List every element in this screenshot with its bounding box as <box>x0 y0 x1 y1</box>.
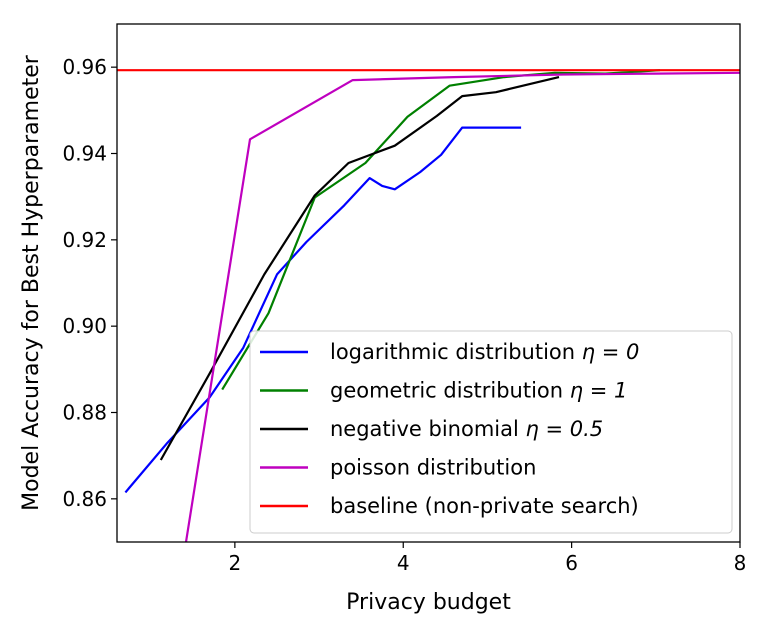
legend-label: negative binomial η = 0.5 <box>330 417 603 441</box>
y-tick-label: 0.88 <box>62 401 107 425</box>
x-axis-title: Privacy budget <box>346 590 511 615</box>
series-line-geometric-distribution <box>221 69 661 391</box>
series-line-poisson-distribution <box>184 71 740 542</box>
x-tick-label: 8 <box>734 551 747 575</box>
y-tick-label: 0.92 <box>62 228 107 252</box>
series-line-negative-binomial <box>159 76 560 461</box>
x-tick-label: 2 <box>228 551 241 575</box>
y-tick-label: 0.96 <box>62 55 107 79</box>
legend-box <box>249 330 733 534</box>
legend-label: geometric distribution η = 1 <box>330 379 627 403</box>
x-tick-label: 6 <box>565 551 578 575</box>
x-tick-label: 4 <box>397 551 410 575</box>
y-tick-label: 0.86 <box>62 487 107 511</box>
plot-frame <box>116 23 741 543</box>
y-tick-label: 0.90 <box>62 314 107 338</box>
legend-label: baseline (non-private search) <box>330 494 639 518</box>
series-line-logarithmic-distribution <box>124 126 522 494</box>
legend-label: poisson distribution <box>330 456 536 480</box>
y-axis-title: Model Accuracy for Best Hyperparameter <box>19 54 44 511</box>
legend-label: logarithmic distribution η = 0 <box>330 340 639 364</box>
y-tick-label: 0.94 <box>62 142 107 166</box>
legend: logarithmic distribution η = 0 geometric … <box>249 330 733 534</box>
